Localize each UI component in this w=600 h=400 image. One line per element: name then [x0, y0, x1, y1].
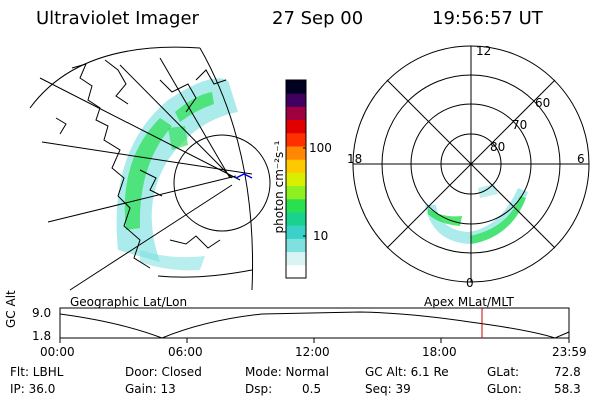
y-tick-9: 9.0 — [32, 306, 52, 320]
info-dsp-value: 0.5 — [302, 382, 322, 396]
info-flt: Flt: LBHL — [10, 365, 64, 379]
lat-label-70: 70 — [512, 118, 528, 132]
colorbar-band — [286, 106, 306, 121]
info-door: Door: Closed — [125, 365, 202, 379]
timeline-right-title: Apex MLat/MLT — [424, 295, 514, 309]
info-glon-value: 58.3 — [554, 382, 581, 396]
blue-meridian-line — [235, 173, 253, 179]
mlt-label-6: 6 — [577, 152, 585, 166]
colorbar-band — [286, 159, 306, 173]
info-seq: Seq: 39 — [365, 382, 411, 396]
info-dsp-label: Dsp: — [245, 382, 273, 396]
info-gain: Gain: 13 — [125, 382, 176, 396]
colorbar-tick-10: 10 — [313, 229, 329, 243]
colorbar-band — [286, 198, 306, 213]
x-tick-0600: 06:00 — [168, 345, 203, 359]
mlt-label-12: 12 — [476, 44, 492, 58]
mlt-label-18: 18 — [347, 152, 363, 166]
time-label: 19:56:57 UT — [432, 8, 543, 29]
colorbar-band — [286, 119, 306, 134]
colorbar-band — [286, 132, 306, 147]
info-gc-alt: GC Alt: 6.1 Re — [365, 365, 449, 379]
colorbar-band — [286, 146, 306, 160]
colorbar-band — [286, 225, 306, 239]
info-mode: Mode: Normal — [245, 365, 329, 379]
x-tick-1800: 18:00 — [422, 345, 457, 359]
x-tick-2359: 23:59 — [552, 345, 587, 359]
date-label: 27 Sep 00 — [272, 8, 364, 29]
x-tick-0000: 00:00 — [40, 345, 75, 359]
mlt-label-0: 0 — [466, 276, 474, 290]
info-glat-label: GLat: — [487, 365, 520, 379]
colorbar-band — [286, 93, 306, 107]
colorbar-band — [286, 264, 306, 279]
colorbar-band — [286, 185, 306, 200]
colorbar-band — [286, 80, 306, 94]
colorbar-tick-100: 100 — [309, 141, 332, 155]
colorbar-band — [286, 172, 306, 187]
timeline-left-title: Geographic Lat/Lon — [70, 295, 188, 309]
y-tick-1-8: 1.8 — [32, 329, 52, 343]
colorbar-band — [286, 212, 306, 226]
aurora-oval-geo — [116, 78, 238, 262]
lat-label-60: 60 — [535, 96, 551, 110]
info-ip: IP: 36.0 — [10, 382, 56, 396]
info-glon-label: GLon: — [487, 382, 522, 396]
colorbar-band — [286, 238, 306, 253]
instrument-title: Ultraviolet Imager — [36, 8, 199, 29]
x-tick-1200: 12:00 — [295, 345, 330, 359]
lat-label-80: 80 — [490, 140, 506, 154]
colorbar-band — [286, 251, 306, 266]
altitude-curve — [59, 311, 570, 339]
info-glat-value: 72.8 — [554, 365, 581, 379]
